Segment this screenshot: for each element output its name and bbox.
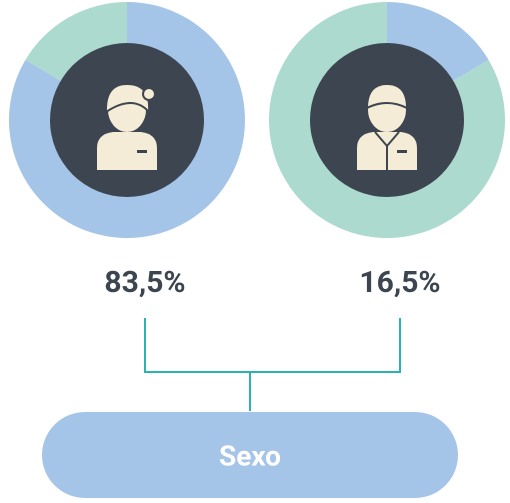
icon-body [97, 132, 157, 170]
icon-bun [142, 87, 156, 101]
donuts [9, 2, 505, 239]
icon-collar [374, 131, 400, 170]
connector [144, 318, 401, 411]
connector-line [144, 318, 401, 373]
percent-label: 83,5% [104, 265, 185, 300]
icon-hair [365, 82, 409, 110]
icon-badge [397, 150, 407, 153]
icon-badge [137, 150, 147, 153]
label-pill [42, 412, 458, 498]
pill-label: Sexo [219, 439, 281, 472]
percent-label: 16,5% [359, 265, 440, 300]
